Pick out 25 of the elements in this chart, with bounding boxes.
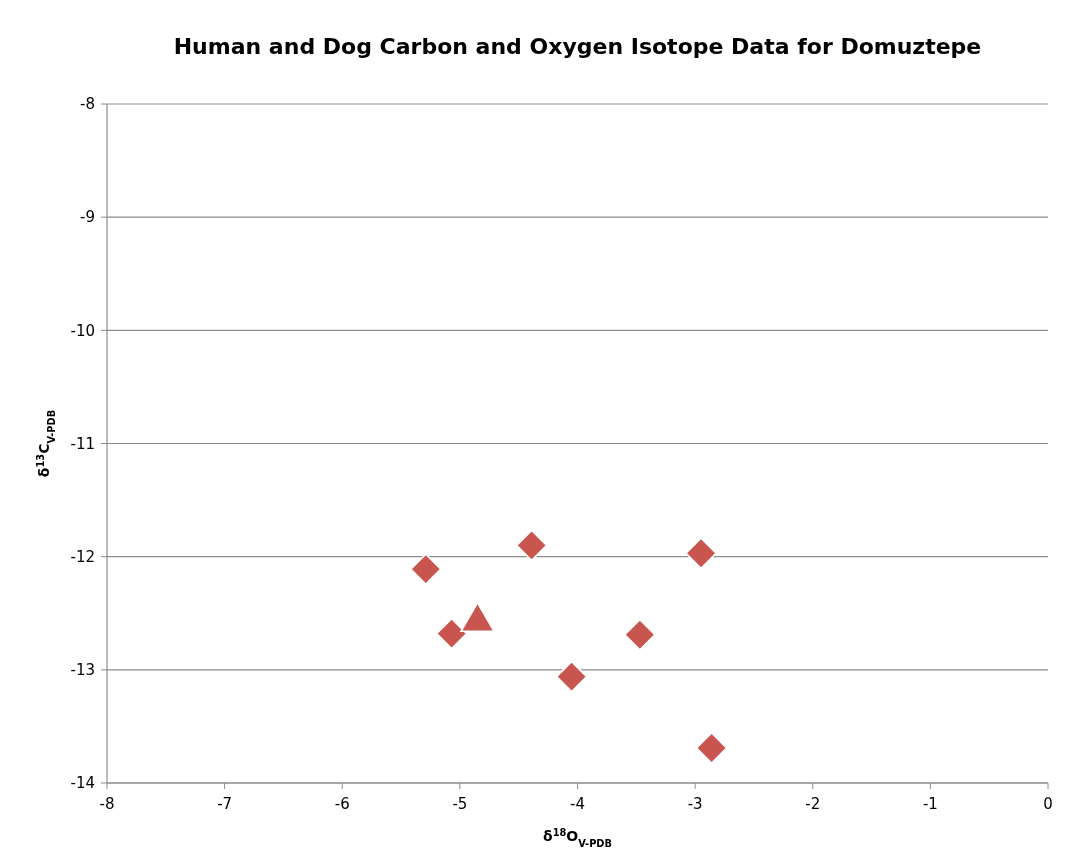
y-tick-label: -13 <box>70 661 95 680</box>
y-tick-label: -9 <box>80 208 95 227</box>
point <box>435 617 468 650</box>
chart-title: Human and Dog Carbon and Oxygen Isotope Data for Domuztepe <box>173 34 982 59</box>
x-tick-label: 0 <box>1043 795 1053 813</box>
point <box>685 537 717 570</box>
point <box>555 660 588 693</box>
y-tick-label: -11 <box>70 434 95 453</box>
point <box>695 732 728 764</box>
y-tick-label: -10 <box>70 321 95 340</box>
x-tick-label: -1 <box>922 795 938 813</box>
x-tick-label: -3 <box>687 795 703 813</box>
x-axis-title: δ$^{18}$O$_{V-PDB}$ <box>543 826 612 849</box>
x-tick-label: -5 <box>452 795 468 813</box>
x-tick-label: -2 <box>805 795 821 813</box>
y-tick-label: -12 <box>70 547 95 566</box>
point <box>624 619 656 651</box>
x-tick-label: -6 <box>334 795 350 813</box>
x-tick-label: -7 <box>217 795 233 813</box>
x-tick-label: -4 <box>570 795 585 813</box>
point <box>515 529 548 562</box>
y-tick-label: -14 <box>70 774 95 793</box>
x-tick-label: -8 <box>99 795 115 813</box>
y-tick-label: -8 <box>80 95 95 114</box>
point <box>410 553 442 585</box>
